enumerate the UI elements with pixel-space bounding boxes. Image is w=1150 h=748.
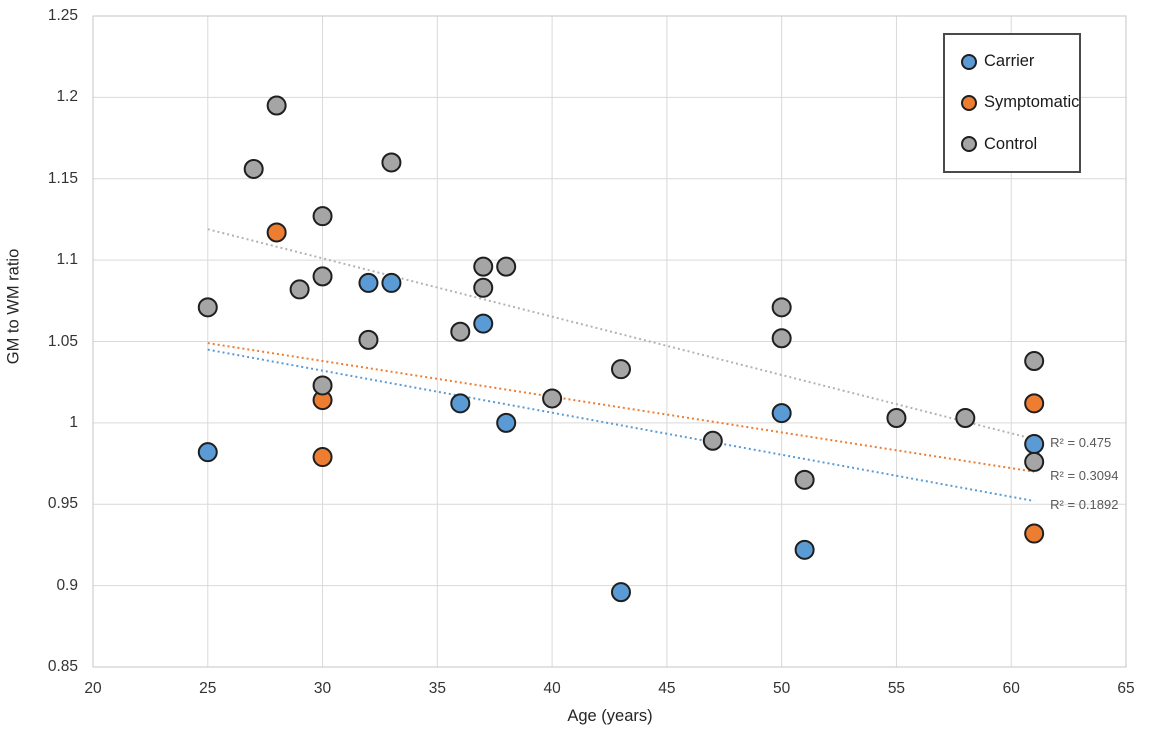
legend-label-control: Control [984, 134, 1038, 153]
data-point-control [358, 329, 379, 350]
plot-border [92, 15, 1127, 668]
y-tick-label-1: 1 [69, 413, 78, 431]
x-tick-label-40: 40 [543, 680, 561, 697]
data-point-symptomatic [312, 447, 333, 468]
x-axis-title: Age (years) [567, 707, 653, 725]
x-tick-label-35: 35 [428, 680, 446, 697]
data-point-carrier [794, 539, 815, 560]
data-point-control [794, 469, 815, 490]
y-tick-label-1.2: 1.2 [56, 88, 78, 106]
legend-marker-control-icon [961, 136, 977, 153]
data-point-carrier [1024, 434, 1045, 455]
r2-label-symptomatic: R² = 0.3094 [1050, 467, 1119, 483]
r2-label-control: R² = 0.475 [1050, 435, 1112, 451]
legend-label-symptomatic: Symptomatic [984, 93, 1080, 112]
data-point-control [450, 321, 471, 342]
legend-item-symptomatic: Symptomatic [961, 93, 1079, 112]
data-point-control [473, 277, 494, 298]
data-point-control [702, 430, 723, 451]
data-point-symptomatic [1024, 523, 1045, 544]
data-point-carrier [381, 272, 402, 293]
y-tick-label-1.15: 1.15 [47, 169, 78, 187]
data-point-control [312, 206, 333, 227]
legend-marker-symptomatic-icon [961, 94, 977, 111]
data-point-control [610, 359, 631, 380]
data-point-carrier [771, 403, 792, 424]
y-tick-label-1.05: 1.05 [47, 332, 78, 350]
x-tick-label-65: 65 [1117, 680, 1135, 697]
data-point-symptomatic [266, 222, 287, 243]
legend-item-carrier: Carrier [961, 52, 1079, 71]
y-tick-label-0.95: 0.95 [47, 495, 78, 513]
x-tick-label-20: 20 [84, 680, 102, 697]
data-point-control [771, 297, 792, 318]
data-point-carrier [610, 582, 631, 603]
data-point-carrier [358, 272, 379, 293]
y-tick-label-0.85: 0.85 [47, 658, 78, 675]
y-axis-title: GM to WM ratio [4, 248, 23, 365]
data-point-control [955, 407, 976, 428]
y-tick-label-1.1: 1.1 [56, 251, 78, 269]
legend-item-control: Control [961, 135, 1079, 154]
data-point-carrier [473, 313, 494, 334]
trendline-control [207, 228, 1035, 441]
y-tick-label-0.9: 0.9 [56, 576, 78, 594]
r2-label-carrier: R² = 0.1892 [1050, 496, 1119, 512]
data-point-control [496, 256, 517, 277]
data-point-control [542, 388, 563, 409]
y-tick-label-1.25: 1.25 [47, 7, 78, 24]
x-tick-label-30: 30 [313, 680, 332, 697]
data-point-control [243, 158, 264, 179]
data-point-control [771, 328, 792, 349]
data-point-control [312, 375, 333, 396]
x-tick-label-50: 50 [773, 680, 791, 697]
data-point-symptomatic [1024, 393, 1045, 414]
data-point-control [266, 95, 287, 116]
trendline-symptomatic [207, 342, 1035, 473]
data-point-control [381, 152, 402, 173]
legend-marker-carrier-icon [961, 53, 977, 70]
x-tick-label-60: 60 [1002, 680, 1020, 697]
x-tick-label-25: 25 [199, 680, 217, 697]
data-point-control [1024, 451, 1045, 472]
data-point-control [312, 266, 333, 287]
legend-label-carrier: Carrier [984, 52, 1035, 71]
x-tick-label-55: 55 [887, 680, 906, 697]
data-point-control [197, 297, 218, 318]
data-point-control [886, 407, 907, 428]
trendline-carrier [207, 348, 1035, 502]
data-point-carrier [450, 393, 471, 414]
data-point-control [473, 256, 494, 277]
legend: Carrier Symptomatic Control [943, 33, 1081, 173]
x-tick-label-45: 45 [658, 680, 676, 697]
data-point-carrier [197, 442, 218, 463]
data-point-carrier [496, 412, 517, 433]
data-point-control [289, 279, 310, 300]
data-point-control [1024, 351, 1045, 372]
